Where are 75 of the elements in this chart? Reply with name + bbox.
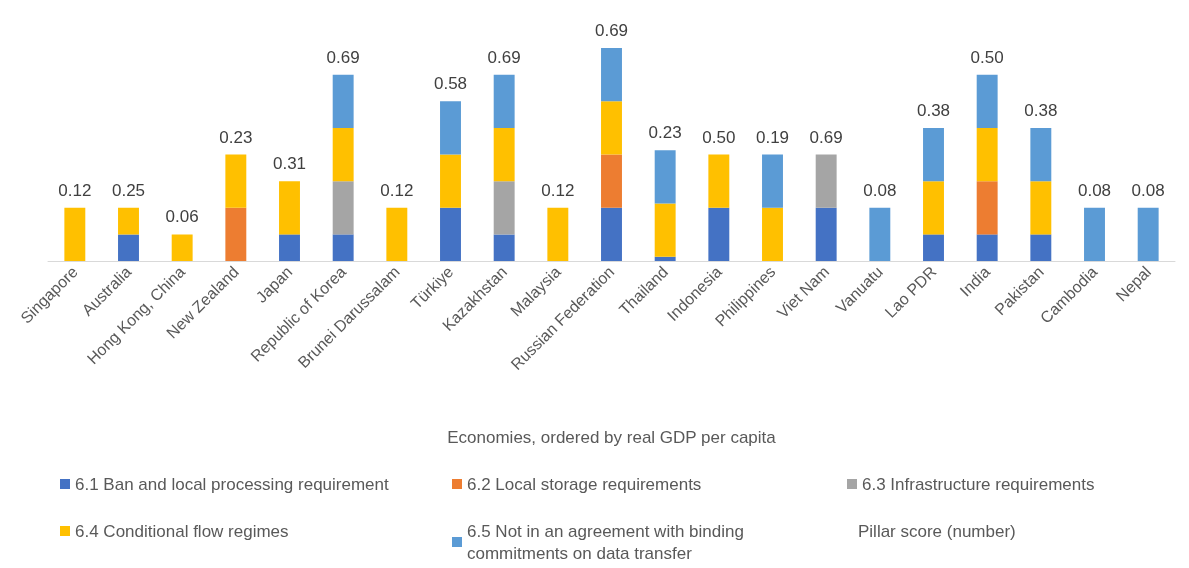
bar	[976, 181, 998, 235]
annotation: 0.06	[165, 207, 199, 227]
bar	[601, 101, 622, 155]
annotation: 0.69	[326, 47, 360, 67]
annotation: 0.25	[111, 180, 146, 200]
bar	[225, 154, 247, 208]
bar	[976, 74, 998, 128]
annotation: 0.50	[702, 127, 736, 147]
bar	[118, 234, 139, 261]
bar	[493, 234, 515, 261]
bar	[976, 234, 998, 261]
bar	[815, 207, 837, 261]
legend-title: Pillar score (number)	[858, 521, 1016, 541]
bar	[332, 234, 354, 261]
annotation: 0.50	[970, 47, 1004, 67]
bar	[225, 207, 247, 261]
bar	[1030, 127, 1052, 182]
bar	[708, 154, 730, 208]
legend-label: 6.2 Local storage requirements	[467, 474, 702, 494]
x-axis-title: Economies, ordered by real GDP per capita	[447, 428, 777, 447]
bar	[440, 101, 461, 155]
annotation: 0.69	[594, 21, 629, 40]
bar	[332, 181, 354, 235]
bar	[279, 234, 300, 261]
bar	[440, 207, 461, 261]
bar	[332, 74, 354, 128]
bar	[654, 150, 676, 204]
annotation: 0.23	[219, 127, 253, 147]
bar	[601, 207, 622, 261]
legend-label: 6.5 Not in an agreement with binding commitments on data transfer	[467, 521, 749, 563]
bar	[64, 207, 86, 261]
bar	[654, 203, 676, 257]
annotation: 0.12	[58, 180, 92, 200]
bar	[1084, 207, 1105, 261]
annotation: 0.19	[755, 127, 790, 147]
bar	[1030, 234, 1052, 261]
bar	[440, 154, 461, 208]
bar	[976, 127, 998, 182]
annotation: 0.08	[1131, 180, 1165, 200]
bar	[386, 207, 408, 261]
bar	[279, 181, 300, 235]
bar	[654, 256, 676, 261]
annotation: 0.69	[809, 127, 843, 147]
annotation: 0.58	[433, 74, 468, 94]
bar	[923, 234, 944, 261]
bar	[493, 74, 515, 128]
annotation: 0.08	[1077, 180, 1112, 200]
bar	[869, 207, 891, 261]
annotation: 0.69	[487, 47, 521, 67]
annotation: 0.38	[1024, 100, 1058, 120]
annotation: 0.12	[541, 180, 575, 200]
bar	[601, 48, 622, 102]
bar	[923, 181, 944, 235]
bar	[171, 234, 193, 261]
annotation: 0.08	[863, 180, 897, 200]
bar	[547, 207, 569, 261]
bar	[601, 154, 622, 208]
bar	[923, 127, 944, 182]
legend-label: 6.4 Conditional flow regimes	[75, 521, 289, 541]
bar	[493, 127, 515, 182]
bar	[762, 154, 783, 208]
legend-label: 6.3 Infrastructure requirements	[862, 474, 1095, 494]
legend-label: 6.1 Ban and local processing requirement	[75, 474, 390, 494]
bar	[118, 207, 139, 235]
bar	[762, 207, 783, 261]
bar	[493, 181, 515, 235]
bar	[332, 127, 354, 182]
bar	[1030, 181, 1052, 235]
annotation: 0.23	[648, 123, 682, 143]
annotation: 0.38	[916, 100, 951, 120]
bar	[1137, 207, 1159, 261]
annotation: 0.12	[380, 180, 414, 200]
annotation: 0.31	[272, 154, 307, 174]
bar	[708, 207, 730, 261]
bar	[815, 154, 837, 208]
